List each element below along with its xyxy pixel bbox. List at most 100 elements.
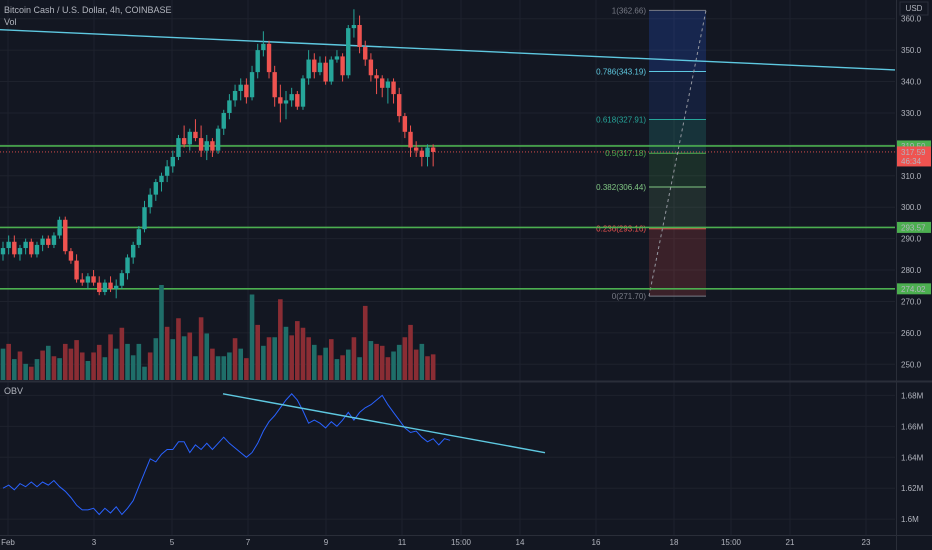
volume-bar [45,345,51,380]
candle-body [227,100,232,113]
volume-bar [125,343,130,380]
candle-body [300,78,306,107]
volume-bar [244,358,249,380]
volume-bar [17,351,23,380]
volume-bar [153,338,159,380]
candle-body [176,138,181,157]
volume-bar [79,352,85,380]
volume-bar [68,348,74,380]
candle-body [363,46,368,60]
price-tick-label: 270.0 [901,297,922,306]
price-tick-label: 340.0 [901,78,922,87]
candle-body [29,241,34,255]
candle-body [221,112,226,129]
volume-bar [430,354,436,380]
fib-band [649,228,706,297]
candle-body [306,59,311,79]
candle-body [91,276,96,283]
candle-body [419,150,425,157]
price-tag-label: 317.59 [901,148,926,157]
candle-body [374,75,379,79]
candle-body [312,59,317,73]
candle-body [198,138,204,151]
obv-trendline[interactable] [222,393,546,454]
candle-body [413,147,419,151]
volume-bar [170,339,176,380]
volume-bar [0,348,6,380]
candle-body [46,238,51,245]
volume-bar [345,349,351,380]
price-tag-label: 293.57 [901,223,926,232]
volume-bar [255,324,260,380]
candle-body [12,241,17,255]
candle-body [187,131,192,145]
volume-bar [249,294,255,380]
candle-body [255,50,260,73]
volume-bar [266,337,272,380]
fib-level-label: 0.618(327.91) [596,116,646,125]
fib-level-label: 0.382(306.44) [596,183,646,192]
volume-bar [142,366,147,380]
obv-tick-label: 1.66M [901,422,924,431]
volume-bar [96,344,102,380]
candle-body [80,279,85,283]
volume-bar [23,363,28,380]
volume-bar [408,324,413,380]
candle-body [430,147,436,152]
time-tick-label: 5 [170,538,175,547]
candle-body [63,219,68,252]
time-tick-label: 7 [246,538,251,547]
candle-body [97,282,102,293]
volume-bar [113,348,119,380]
volume-bar [108,334,113,380]
descending-trendline[interactable] [0,29,896,71]
candle-body [23,241,28,249]
fib-level-label: 1(362.66) [612,6,647,15]
volume-bar [362,305,368,380]
fib-band [649,153,706,187]
candle-body [74,260,79,280]
candle-body [130,244,136,258]
candle-body [102,282,108,293]
obv-tick-label: 1.68M [901,391,924,400]
volume-bar [159,285,164,380]
currency-label: USD [906,4,923,13]
fib-level-label: 0(271.70) [612,292,647,301]
volume-bar [181,336,187,380]
candle-body [391,81,396,95]
candle-body [266,43,272,73]
volume-bar [136,343,142,380]
candle-body [51,235,57,245]
volume-bar [147,352,153,380]
volume-bar [340,355,345,380]
countdown-label: 46:34 [901,157,922,166]
candle-body [159,175,164,183]
price-tag [897,146,931,167]
volume-bar [193,356,198,380]
volume-legend[interactable]: Vol [4,17,17,27]
volume-bar [204,333,210,380]
candle-body [108,282,113,289]
volume-bar [210,348,215,380]
volume-bar [51,356,57,380]
candle-body [261,43,266,51]
candle-body [170,156,175,167]
volume-bar [413,349,419,380]
obv-legend[interactable]: OBV [4,386,24,396]
candle-body [249,72,255,98]
time-tick-label: 9 [324,538,329,547]
candle-body [34,244,40,255]
time-tick-label: 16 [592,538,601,547]
candle-body [283,100,289,104]
volume-bar [425,356,430,380]
time-tick-label: 14 [516,538,525,547]
symbol-title[interactable]: Bitcoin Cash / U.S. Dollar, 4h, COINBASE [4,5,172,15]
candle-body [193,131,198,139]
volume-bar [29,366,34,380]
volume-bar [119,327,125,380]
time-tick-label: 18 [670,538,679,547]
candle-body [164,166,170,176]
candle-body [244,84,249,98]
candle-body [0,248,6,255]
